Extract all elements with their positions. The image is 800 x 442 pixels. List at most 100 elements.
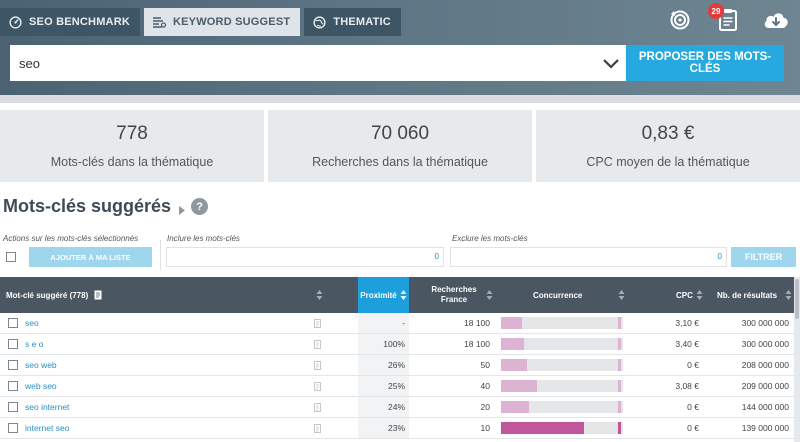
- search-volume: 50: [480, 360, 490, 370]
- keyword-link[interactable]: seo: [25, 318, 39, 328]
- stat-average-cpc: 0,83 € CPC moyen de la thématique: [536, 110, 800, 182]
- cpc-value: 3,10 €: [675, 318, 699, 328]
- column-cpc[interactable]: CPC: [676, 277, 703, 313]
- document-icon[interactable]: [314, 313, 321, 333]
- actions-label: Actions sur les mots-clés sélectionnés: [3, 234, 139, 243]
- document-icon[interactable]: [314, 418, 321, 438]
- tab-label: KEYWORD SUGGEST: [173, 16, 291, 28]
- proximity-value: 26%: [387, 360, 405, 370]
- competition-bar: [501, 422, 623, 434]
- document-icon[interactable]: [314, 376, 321, 396]
- cpc-value: 0 €: [687, 360, 699, 370]
- column-competition-label: Concurrence: [533, 290, 583, 300]
- globe-icon: [312, 15, 326, 29]
- row-checkbox[interactable]: [8, 318, 18, 328]
- keyword-link[interactable]: internet seo: [25, 423, 70, 433]
- sort-cpc-icon[interactable]: [696, 289, 703, 301]
- competition-bar-fill: [501, 317, 522, 329]
- add-to-list-button[interactable]: AJOUTER À MA LISTE: [29, 247, 152, 267]
- search-volume: 18 100: [464, 339, 490, 349]
- exclude-count: 0: [717, 252, 722, 261]
- suggest-keywords-button[interactable]: PROPOSER DES MOTS-CLÉS: [626, 45, 784, 81]
- sort-results-icon[interactable]: [785, 277, 792, 313]
- proximity-value: 23%: [387, 423, 405, 433]
- table-row[interactable]: s e o 100% 18 100 3,40 € 300 000 000: [0, 334, 794, 355]
- filter-button[interactable]: FILTRER: [731, 247, 796, 267]
- gauge-icon: [8, 15, 22, 29]
- search-volume: 20: [480, 402, 490, 412]
- row-checkbox[interactable]: [8, 339, 18, 349]
- table-scrollbar[interactable]: [794, 277, 800, 442]
- proximity-cell-bg: [358, 334, 409, 354]
- table-row[interactable]: seo internet 24% 20 0 € 144 000 000: [0, 397, 794, 418]
- search-volume: 18 100: [464, 318, 490, 328]
- clipboard-icon[interactable]: 29: [708, 3, 742, 34]
- search-volume: 10: [480, 423, 490, 433]
- row-checkbox[interactable]: [8, 402, 18, 412]
- competition-bar-marker: [618, 338, 621, 350]
- tab-thematic[interactable]: THEMATIC: [304, 8, 401, 36]
- select-all-checkbox[interactable]: [6, 252, 16, 262]
- competition-bar-marker: [618, 401, 621, 413]
- competition-bar-marker: [618, 359, 621, 371]
- results-count: 300 000 000: [741, 318, 789, 328]
- table-row[interactable]: internet seo 23% 10 0 € 139 000 000: [0, 418, 794, 439]
- sort-proximity-icon[interactable]: [400, 289, 407, 301]
- sort-keyword-icon[interactable]: [316, 277, 323, 313]
- include-keywords-input[interactable]: [167, 249, 443, 267]
- table-scrollbar-thumb[interactable]: [795, 279, 799, 319]
- document-icon[interactable]: [314, 334, 321, 354]
- row-checkbox-cell: [8, 376, 18, 396]
- proximity-cell-bg: [358, 397, 409, 417]
- document-icon[interactable]: [314, 397, 321, 417]
- stat-label: Recherches dans la thématique: [312, 155, 488, 169]
- results-count: 144 000 000: [741, 402, 789, 412]
- competition-bar-fill: [501, 401, 529, 413]
- row-checkbox-cell: [8, 313, 18, 333]
- table-row[interactable]: seo web 26% 50 0 € 208 000 000: [0, 355, 794, 376]
- tab-keyword-suggest[interactable]: KEYWORD SUGGEST: [144, 8, 301, 36]
- row-checkbox-cell: [8, 397, 18, 417]
- help-icon[interactable]: ?: [191, 198, 209, 215]
- row-checkbox[interactable]: [8, 381, 18, 391]
- column-searches[interactable]: Recherches France: [424, 277, 484, 313]
- keyword-link[interactable]: web seo: [25, 381, 57, 391]
- tab-seo-benchmark[interactable]: SEO BENCHMARK: [0, 8, 140, 36]
- stat-value: 0,83 €: [641, 123, 695, 144]
- section-title: Mots-clés suggérés: [3, 196, 172, 216]
- row-checkbox[interactable]: [8, 360, 18, 370]
- proximity-value: 100%: [383, 339, 405, 349]
- filter-divider: [160, 240, 161, 270]
- row-checkbox-cell: [8, 355, 18, 375]
- keyword-search-input[interactable]: [10, 45, 626, 81]
- column-searches-label-2: France: [440, 295, 468, 304]
- competition-bar: [501, 338, 623, 350]
- table-row[interactable]: seo - 18 100 3,10 € 300 000 000: [0, 313, 794, 334]
- keyword-link[interactable]: s e o: [25, 339, 44, 349]
- exclude-keywords-field: 0: [450, 247, 727, 267]
- document-icon[interactable]: [314, 355, 321, 375]
- row-checkbox-cell: [8, 334, 18, 354]
- cloud-download-icon[interactable]: [762, 6, 790, 34]
- column-keyword[interactable]: Mot-clé suggéré (778): [6, 277, 102, 313]
- competition-bar-marker: [618, 380, 621, 392]
- cpc-value: 0 €: [687, 402, 699, 412]
- results-count: 208 000 000: [741, 360, 789, 370]
- column-competition[interactable]: Concurrence: [533, 277, 582, 313]
- column-results[interactable]: Nb. de résultats: [717, 277, 777, 313]
- exclude-keywords-input[interactable]: [451, 249, 726, 267]
- sort-competition-icon[interactable]: [618, 277, 625, 313]
- tab-label: SEO BENCHMARK: [29, 16, 130, 28]
- competition-bar-fill: [501, 422, 584, 434]
- column-proximity[interactable]: Proximité: [358, 277, 409, 313]
- chevron-down-icon[interactable]: [602, 55, 620, 71]
- sort-searches-icon[interactable]: [486, 277, 493, 313]
- table-row[interactable]: web seo 25% 40 3,08 € 209 000 000: [0, 376, 794, 397]
- keyword-link[interactable]: seo internet: [25, 402, 70, 412]
- target-refresh-icon[interactable]: [666, 6, 694, 34]
- document-icon[interactable]: [94, 290, 102, 300]
- row-checkbox[interactable]: [8, 423, 18, 433]
- stat-label: CPC moyen de la thématique: [586, 155, 750, 169]
- keyword-link[interactable]: seo web: [25, 360, 57, 370]
- column-proximity-label: Proximité: [360, 290, 397, 300]
